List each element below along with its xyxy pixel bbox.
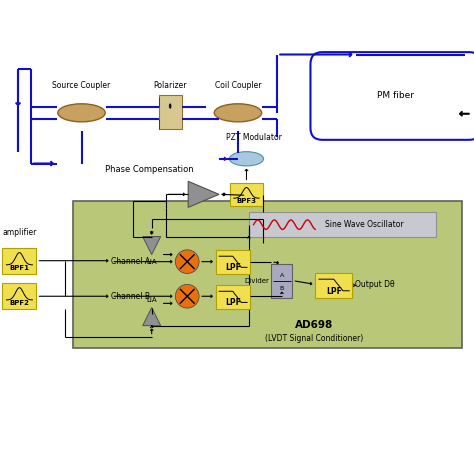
Circle shape: [175, 250, 199, 273]
Text: Source Coupler: Source Coupler: [53, 81, 110, 90]
Text: Phase Compensation: Phase Compensation: [105, 165, 193, 174]
Text: LPF: LPF: [326, 287, 342, 296]
Text: PM fiber: PM fiber: [377, 91, 414, 100]
Text: Channel A: Channel A: [111, 257, 151, 266]
Text: LPF: LPF: [225, 263, 241, 272]
Text: amplifier: amplifier: [2, 228, 37, 237]
FancyBboxPatch shape: [73, 201, 462, 348]
Polygon shape: [143, 237, 161, 255]
FancyBboxPatch shape: [216, 250, 250, 274]
Text: LIA: LIA: [146, 297, 157, 303]
Text: LIA: LIA: [146, 259, 157, 265]
FancyBboxPatch shape: [230, 183, 263, 206]
FancyBboxPatch shape: [310, 52, 474, 140]
Text: Divider: Divider: [244, 278, 269, 283]
Text: Channel B: Channel B: [111, 292, 150, 301]
Text: BPF1: BPF1: [9, 265, 29, 271]
Text: LPF: LPF: [225, 298, 241, 307]
Circle shape: [175, 284, 199, 308]
FancyBboxPatch shape: [271, 264, 292, 298]
Polygon shape: [143, 308, 161, 326]
Text: BPF3: BPF3: [237, 198, 256, 204]
Text: Polarizer: Polarizer: [154, 81, 187, 90]
Polygon shape: [188, 181, 219, 207]
FancyBboxPatch shape: [216, 285, 250, 309]
Ellipse shape: [58, 104, 105, 122]
Text: AD698: AD698: [295, 320, 334, 330]
FancyBboxPatch shape: [249, 212, 436, 237]
Text: A: A: [280, 273, 284, 278]
FancyBboxPatch shape: [2, 248, 36, 274]
Text: (LVDT Signal Conditioner): (LVDT Signal Conditioner): [265, 334, 364, 343]
FancyBboxPatch shape: [159, 95, 182, 129]
Text: PZT Modulator: PZT Modulator: [226, 133, 282, 142]
Ellipse shape: [229, 152, 264, 166]
FancyBboxPatch shape: [2, 283, 36, 309]
Text: Coil Coupler: Coil Coupler: [215, 81, 261, 90]
Text: BPF2: BPF2: [9, 301, 29, 306]
Text: Sine Wave Oscillator: Sine Wave Oscillator: [325, 220, 403, 229]
Ellipse shape: [214, 104, 262, 122]
Text: Output Dθ: Output Dθ: [355, 280, 394, 289]
FancyBboxPatch shape: [315, 273, 352, 298]
Text: B: B: [280, 286, 284, 291]
